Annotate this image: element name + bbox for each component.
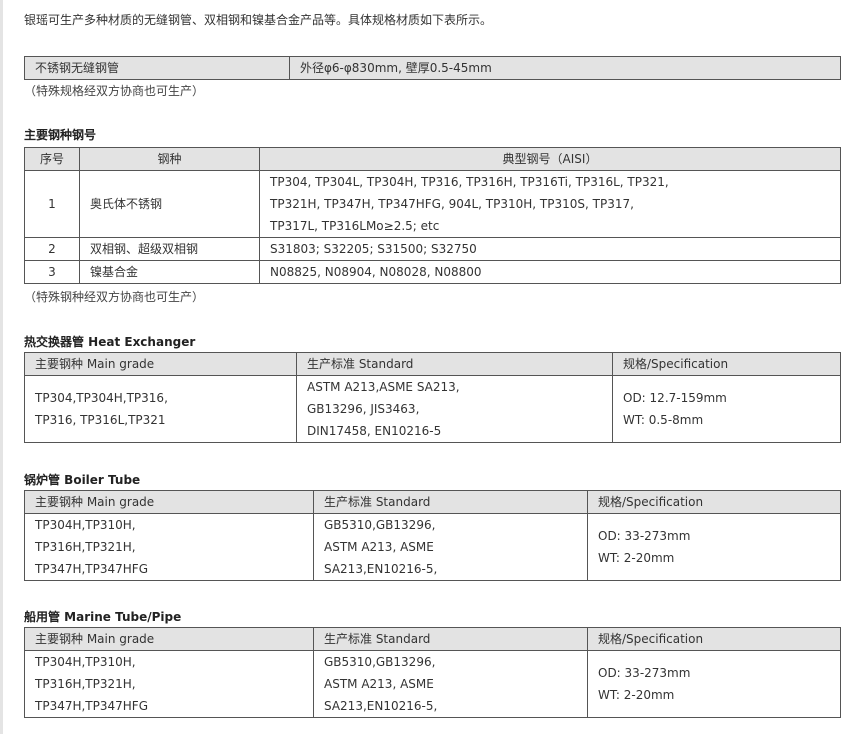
header-standard: 生产标准 Standard [313, 490, 588, 514]
header-standard: 生产标准 Standard [313, 627, 588, 651]
summary-table: 不锈钢无缝钢管 外径φ6-φ830mm, 壁厚0.5-45mm [24, 56, 841, 80]
header-spec: 规格/Specification [587, 627, 841, 651]
spec-cell: OD: 12.7-159mm WT: 0.5-8mm [612, 375, 841, 443]
header-grade: 主要钢种 Main grade [24, 490, 314, 514]
row-grades: TP304, TP304L, TP304H, TP316, TP316H, TP… [259, 170, 841, 238]
boiler-table: 主要钢种 Main grade 生产标准 Standard 规格/Specifica… [24, 490, 841, 581]
table-row: TP304H,TP310H, TP316H,TP321H, TP347H,TP347… [24, 513, 841, 581]
header-standard: 生产标准 Standard [296, 352, 613, 376]
standard-cell: ASTM A213,ASME SA213, GB13296, JIS3463, DI… [296, 375, 613, 443]
row-type: 双相钢、超级双相钢 [79, 237, 260, 261]
grade-cell: TP304H,TP310H, TP316H,TP321H, TP347H,TP347… [24, 513, 314, 581]
grades-title: 主要钢种钢号 [24, 128, 97, 142]
grades-table: 序号 钢种 典型钢号（AISI） 1 奥氏体不锈钢 TP304, TP304L, TP3… [24, 147, 841, 284]
header-spec: 规格/Specification [587, 490, 841, 514]
marine-title: 船用管 Marine Tube/Pipe [24, 610, 182, 624]
table-row: 2 双相钢、超级双相钢 S31803; S32205; S31500; S32750 [24, 237, 841, 261]
table-row: TP304,TP304H,TP316, TP316, TP316L,TP321 AS… [24, 375, 841, 443]
header-aisi: 典型钢号（AISI） [259, 147, 841, 171]
table-row: 1 奥氏体不锈钢 TP304, TP304L, TP304H, TP316, TP3… [24, 170, 841, 238]
header-spec: 规格/Specification [612, 352, 841, 376]
spec-cell: OD: 33-273mm WT: 2-20mm [587, 513, 841, 581]
left-border [0, 0, 3, 734]
row-no: 3 [24, 260, 80, 284]
standard-cell: GB5310,GB13296, ASTM A213, ASME SA213,EN10… [313, 650, 588, 718]
product-cell: 不锈钢无缝钢管 [24, 56, 290, 80]
intro-text: 银瑶可生产多种材质的无缝钢管、双相钢和镍基合金产品等。具体规格材质如下表所示。 [24, 13, 493, 27]
boiler-title: 锅炉管 Boiler Tube [24, 473, 141, 487]
heat-title: 热交换器管 Heat Exchanger [24, 335, 196, 349]
heat-table: 主要钢种 Main grade 生产标准 Standard 规格/Specifica… [24, 352, 841, 443]
row-grades: N08825, N08904, N08028, N08800 [259, 260, 841, 284]
row-grades: S31803; S32205; S31500; S32750 [259, 237, 841, 261]
row-no: 1 [24, 170, 80, 238]
table-row: TP304H,TP310H, TP316H,TP321H, TP347H,TP347… [24, 650, 841, 718]
header-grade: 主要钢种 Main grade [24, 352, 297, 376]
grade-cell: TP304,TP304H,TP316, TP316, TP316L,TP321 [24, 375, 297, 443]
table-row: 3 镍基合金 N08825, N08904, N08028, N08800 [24, 260, 841, 284]
grade-cell: TP304H,TP310H, TP316H,TP321H, TP347H,TP347… [24, 650, 314, 718]
marine-table: 主要钢种 Main grade 生产标准 Standard 规格/Specifica… [24, 627, 841, 718]
header-no: 序号 [24, 147, 80, 171]
summary-note: （特殊规格经双方协商也可生产） [24, 84, 205, 98]
spec-cell: 外径φ6-φ830mm, 壁厚0.5-45mm [289, 56, 841, 80]
row-no: 2 [24, 237, 80, 261]
spec-cell: OD: 33-273mm WT: 2-20mm [587, 650, 841, 718]
header-type: 钢种 [79, 147, 260, 171]
row-type: 镍基合金 [79, 260, 260, 284]
standard-cell: GB5310,GB13296, ASTM A213, ASME SA213,EN10… [313, 513, 588, 581]
grades-note: （特殊钢种经双方协商也可生产） [24, 290, 205, 304]
row-type: 奥氏体不锈钢 [79, 170, 260, 238]
header-grade: 主要钢种 Main grade [24, 627, 314, 651]
